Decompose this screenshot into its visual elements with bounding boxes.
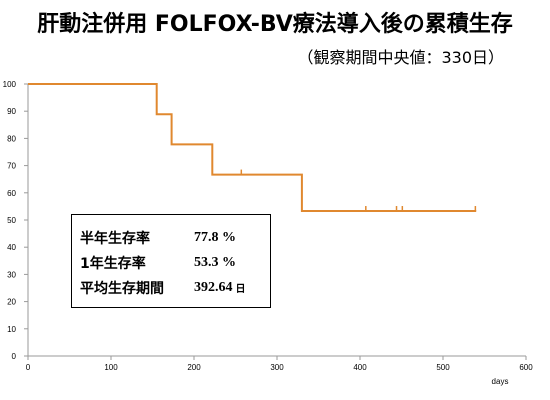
stat-unit: 日 [235,284,246,295]
y-tick-label: 0 [12,352,17,361]
x-tick-label: 100 [104,363,118,372]
stat-value: 77.8 % [194,229,236,245]
y-tick-label: 40 [7,243,16,252]
stat-row-one-year: 1年生存率 53.3 % [80,250,270,275]
y-tick-label: 80 [7,134,16,143]
stat-value: 392.64 [194,279,233,295]
y-tick-label: 100 [3,80,17,89]
stat-label: 平均生存期間 [80,280,164,297]
x-tick-label: 0 [26,363,31,372]
survival-curve [28,83,477,212]
y-tick-label: 90 [7,107,16,116]
y-tick-label: 20 [7,298,16,307]
stat-row-mean-survival: 平均生存期間 392.64 日 [80,275,270,300]
y-tick-label: 60 [7,189,16,198]
y-tick-label: 50 [7,216,16,225]
y-tick-label: 70 [7,162,16,171]
x-tick-label: 500 [436,363,450,372]
stat-label: 1年生存率 [80,255,146,272]
y-tick-label: 30 [7,270,16,279]
x-axis-label: days [492,377,509,386]
stat-value: 53.3 % [194,254,236,270]
stat-row-half-year: 半年生存率 77.8 % [80,225,270,250]
chart-marks [28,83,477,212]
chart-subtitle: （観察期間中央値：330日） [297,48,504,67]
x-tick-label: 600 [519,363,533,372]
stat-label: 半年生存率 [80,230,150,247]
axes: 0 10 20 30 40 50 60 70 80 90 100 0 100 200 300 400 500 60… [3,80,534,386]
chart-title: 肝動注併用 FOLFOX-BV療法導入後の累積生存 [37,12,513,37]
y-tick-label: 10 [7,325,16,334]
stats-box: 半年生存率 77.8 % 1年生存率 53.3 % 平均生存期間 392.64 … [71,214,271,308]
x-tick-label: 400 [353,363,367,372]
x-tick-label: 300 [270,363,284,372]
x-tick-label: 200 [187,363,201,372]
